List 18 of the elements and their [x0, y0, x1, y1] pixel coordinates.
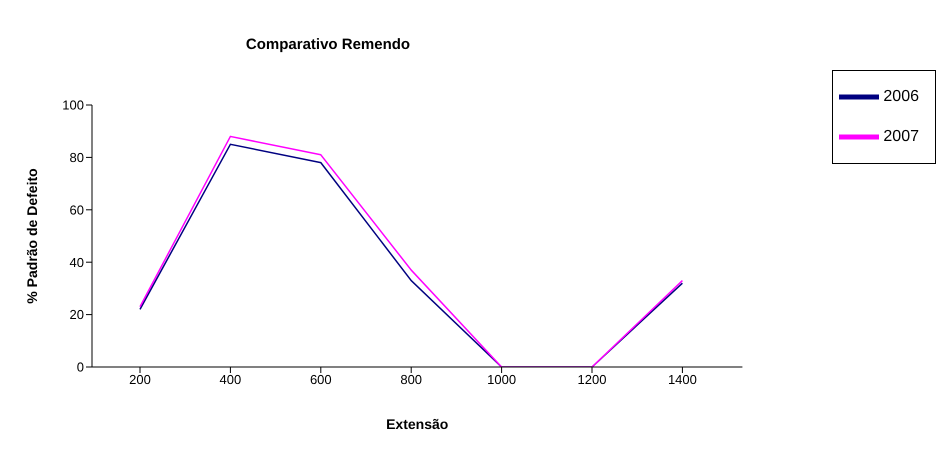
x-axis-title: Extensão [386, 416, 448, 432]
x-tick-label: 1000 [487, 372, 516, 388]
x-tick-label: 600 [310, 372, 332, 388]
x-tick-label: 200 [129, 372, 151, 388]
y-tick-label: 80 [70, 150, 84, 166]
x-tick-label: 800 [400, 372, 422, 388]
legend-label: 2007 [883, 128, 919, 146]
y-axis-title: % Padrão de Defeito [24, 168, 40, 304]
y-tick-label: 100 [62, 98, 84, 113]
y-tick-label: 0 [76, 360, 84, 375]
y-tick-label: 60 [70, 202, 84, 218]
chart-title: Comparativo Remendo [244, 36, 412, 53]
x-tick-label: 400 [220, 372, 242, 388]
y-tick-label: 40 [70, 254, 84, 270]
x-tick-label: 1200 [578, 372, 606, 388]
legend-label: 2006 [883, 88, 919, 106]
y-tick-label: 20 [70, 307, 84, 322]
x-tick-label: 1400 [668, 372, 697, 388]
